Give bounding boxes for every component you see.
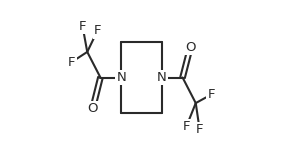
Text: F: F <box>196 123 203 136</box>
Text: F: F <box>183 120 190 133</box>
Text: N: N <box>157 71 166 84</box>
Text: F: F <box>207 88 215 101</box>
Text: F: F <box>79 20 86 33</box>
Text: F: F <box>94 24 101 38</box>
Text: N: N <box>117 71 126 84</box>
Text: O: O <box>185 41 196 54</box>
Text: F: F <box>68 55 76 69</box>
Text: O: O <box>87 102 98 115</box>
